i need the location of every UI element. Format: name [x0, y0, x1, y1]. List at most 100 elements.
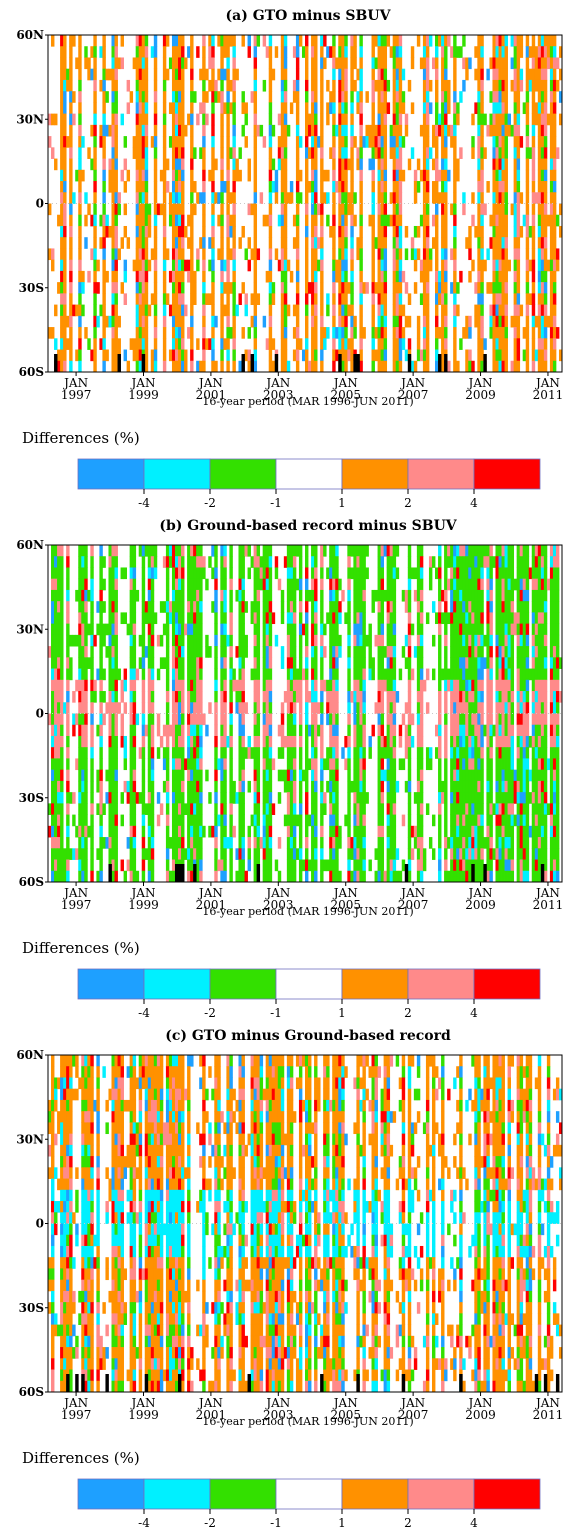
heatmap-cell	[525, 668, 530, 681]
heatmap-cell	[504, 612, 508, 625]
heatmap-cell	[398, 282, 403, 294]
heatmap-cell	[81, 634, 85, 647]
heatmap-cell	[66, 545, 70, 557]
heatmap-cell	[226, 349, 230, 362]
heatmap-cell	[132, 691, 137, 703]
heatmap-cell	[416, 634, 421, 647]
heatmap-cell	[114, 679, 118, 692]
heatmap-cell	[292, 612, 297, 625]
heatmap-cell	[398, 147, 403, 159]
heatmap-cell	[401, 91, 406, 103]
heatmap-cell	[253, 192, 258, 204]
heatmap-cell	[407, 612, 412, 625]
heatmap-cell	[123, 225, 128, 238]
heatmap-cell	[516, 623, 521, 636]
heatmap-cell	[416, 601, 421, 613]
heatmap-cell	[453, 747, 457, 759]
heatmap-cell	[344, 349, 348, 362]
heatmap-cell	[78, 158, 82, 171]
heatmap-cell	[51, 691, 55, 703]
heatmap-cell	[441, 304, 445, 317]
heatmap-cell	[190, 679, 194, 692]
heatmap-cell	[450, 545, 454, 557]
heatmap-cell	[132, 578, 137, 591]
heatmap-cell	[359, 735, 363, 748]
heatmap-cell	[123, 668, 128, 681]
heatmap-cell	[398, 735, 403, 748]
heatmap-cell	[438, 545, 442, 557]
heatmap-cell	[543, 270, 548, 283]
heatmap-cell	[305, 735, 309, 748]
heatmap-cell	[552, 545, 557, 557]
heatmap-cell	[295, 181, 300, 193]
heatmap-cell	[416, 578, 421, 591]
heatmap-cell	[416, 735, 421, 748]
heatmap-cell	[543, 304, 548, 317]
heatmap-cell	[480, 169, 484, 182]
heatmap-cell	[196, 259, 200, 272]
heatmap-cell	[456, 578, 460, 591]
heatmap-cell	[295, 91, 300, 103]
heatmap-cell	[268, 634, 273, 647]
heatmap-cell	[226, 327, 230, 339]
heatmap-cell	[401, 713, 406, 726]
heatmap-cell	[335, 124, 339, 137]
heatmap-cell	[51, 113, 55, 126]
heatmap-cell	[253, 735, 258, 748]
heatmap-cell	[320, 758, 324, 771]
heatmap-cell	[332, 169, 336, 182]
heatmap-cell	[265, 735, 270, 748]
heatmap-cell	[516, 315, 521, 328]
heatmap-cell	[135, 225, 140, 238]
heatmap-cell	[453, 192, 457, 204]
heatmap-cell	[99, 124, 103, 137]
heatmap-cell	[78, 545, 82, 557]
heatmap-cell	[181, 79, 185, 92]
heatmap-cell	[516, 102, 521, 115]
heatmap-cell	[283, 338, 288, 350]
heatmap-cell	[471, 612, 475, 625]
heatmap-cell	[431, 124, 436, 137]
heatmap-cell	[341, 124, 345, 137]
heatmap-cell	[108, 634, 112, 647]
heatmap-cell	[256, 578, 261, 591]
heatmap-cell	[217, 68, 221, 81]
heatmap-cell	[444, 259, 448, 272]
heatmap-cell	[208, 79, 212, 92]
heatmap-cell	[419, 259, 424, 272]
heatmap-cell	[63, 68, 67, 81]
heatmap-cell	[283, 259, 288, 272]
heatmap-cell	[211, 192, 215, 204]
heatmap-cell	[425, 248, 430, 261]
heatmap-cell	[435, 327, 439, 339]
heatmap-cell	[444, 747, 448, 759]
heatmap-cell	[540, 293, 545, 305]
heatmap-cell	[108, 769, 112, 782]
heatmap-cell	[534, 315, 539, 328]
heatmap-cell	[211, 360, 215, 373]
heatmap-cell	[486, 679, 490, 692]
heatmap-cell	[165, 747, 170, 759]
heatmap-cell	[537, 293, 542, 305]
heatmap-cell	[305, 724, 309, 737]
heatmap-cell	[292, 567, 297, 580]
heatmap-cell	[447, 169, 451, 182]
heatmap-cell	[138, 293, 143, 305]
heatmap-cell	[498, 349, 502, 362]
heatmap-cell	[543, 702, 548, 714]
heatmap-cell	[477, 735, 481, 748]
heatmap-cell	[531, 192, 536, 204]
heatmap-cell	[459, 578, 463, 591]
heatmap-cell	[99, 338, 103, 350]
heatmap-cell	[193, 679, 197, 692]
heatmap-cell	[462, 634, 466, 647]
heatmap-cell	[99, 646, 103, 658]
heatmap-cell	[223, 601, 227, 613]
heatmap-cell	[519, 758, 524, 771]
heatmap-cell	[362, 612, 366, 625]
heatmap-cell	[549, 612, 554, 625]
heatmap-cell	[141, 158, 146, 171]
heatmap-cell	[350, 225, 354, 238]
heatmap-cell	[262, 556, 267, 568]
heatmap-cell	[510, 203, 515, 216]
